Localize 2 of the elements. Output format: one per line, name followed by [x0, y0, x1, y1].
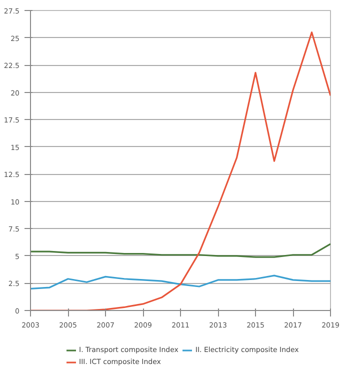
line-series — [30, 274, 330, 290]
line-series — [30, 243, 330, 258]
